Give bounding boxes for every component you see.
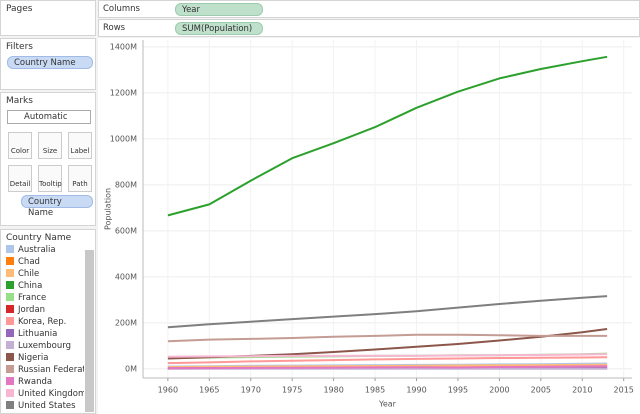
legend-label: Chad xyxy=(18,257,40,267)
mark-type-dropdown[interactable]: Automatic xyxy=(7,110,91,124)
legend-item[interactable]: United States xyxy=(6,401,84,412)
legend-item[interactable]: Lithuania xyxy=(6,329,84,340)
x-tick-label: 1975 xyxy=(282,386,302,395)
legend-swatch xyxy=(6,389,14,397)
legend-item[interactable]: Luxembourg xyxy=(6,341,84,352)
y-tick-label: 400M xyxy=(115,272,137,281)
legend-swatch xyxy=(6,377,14,385)
legend-label: Jordan xyxy=(18,305,46,315)
legend-item[interactable]: China xyxy=(6,281,84,292)
mark-button[interactable]: Tooltip xyxy=(38,165,62,192)
columns-label: Columns xyxy=(103,4,140,14)
legend-label: Chile xyxy=(18,269,40,279)
x-tick-label: 2015 xyxy=(614,386,634,395)
x-tick-label: 2010 xyxy=(572,386,592,395)
mark-button[interactable]: Color xyxy=(8,132,32,159)
rows-label: Rows xyxy=(103,23,126,33)
legend-swatch xyxy=(6,353,14,361)
legend-label: United States xyxy=(18,401,76,411)
series-line xyxy=(167,356,608,365)
legend-swatch xyxy=(6,401,14,409)
mark-button[interactable]: Path xyxy=(68,165,92,192)
y-tick-label: 1200M xyxy=(110,88,137,97)
marks-title: Marks xyxy=(6,96,33,106)
series-line xyxy=(167,353,608,358)
legend-swatch xyxy=(6,365,14,373)
legend-title: Country Name xyxy=(6,233,72,243)
legend-swatch xyxy=(6,281,14,289)
legend-label: Australia xyxy=(18,245,56,255)
y-tick-label: 600M xyxy=(115,226,137,235)
x-tick-label: 1995 xyxy=(448,386,468,395)
columns-pill[interactable]: Year xyxy=(175,3,263,16)
legend-swatch xyxy=(6,245,14,253)
rows-pill[interactable]: SUM(Population) xyxy=(175,22,263,35)
legend-item[interactable]: France xyxy=(6,293,84,304)
legend-label: Nigeria xyxy=(18,353,49,363)
series-line xyxy=(167,55,608,217)
filters-title: Filters xyxy=(6,42,33,52)
x-tick-label: 1980 xyxy=(323,386,343,395)
x-tick-label: 1965 xyxy=(199,386,219,395)
color-pill[interactable]: Country Name xyxy=(21,195,93,218)
legend-item[interactable]: Korea, Rep. xyxy=(6,317,84,328)
legend-item[interactable]: Chad xyxy=(6,257,84,268)
legend-swatch xyxy=(6,341,14,349)
mark-button[interactable]: Size xyxy=(38,132,62,159)
y-tick-label: 800M xyxy=(115,180,137,189)
legend-card: Country Name Australia Chad Chile China Fran… xyxy=(0,229,96,414)
legend-label: Russian Federati.. xyxy=(18,365,84,375)
filter-pill[interactable]: Country Name xyxy=(7,56,93,69)
legend-item[interactable]: Nigeria xyxy=(6,353,84,364)
legend-swatch xyxy=(6,293,14,301)
series-line xyxy=(167,333,608,343)
mark-button[interactable]: Detail xyxy=(8,165,32,192)
legend-label: France xyxy=(18,293,47,303)
legend-item[interactable]: Jordan xyxy=(6,305,84,316)
legend-label: United Kingdom xyxy=(18,389,84,399)
legend-item[interactable]: Russian Federati.. xyxy=(6,365,84,376)
pages-card: Pages xyxy=(0,0,96,36)
series-line xyxy=(167,363,608,369)
series-line xyxy=(167,295,608,329)
y-tick-label: 0M xyxy=(125,364,137,373)
mark-button[interactable]: Label xyxy=(68,132,92,159)
y-tick-label: 200M xyxy=(115,318,137,327)
marks-card: Marks Automatic Color Size Label Detail … xyxy=(0,92,96,226)
legend-item[interactable]: Rwanda xyxy=(6,377,84,388)
series-line xyxy=(167,365,608,370)
legend-swatch xyxy=(6,317,14,325)
legend-swatch xyxy=(6,305,14,313)
chart: 0M 200M 400M 600M 800M 1000M 1200M 1400M 1960 196… xyxy=(98,38,640,414)
legend-label: China xyxy=(18,281,43,291)
filters-card: Filters Country Name xyxy=(0,38,96,90)
y-tick-label: 1400M xyxy=(110,42,137,51)
x-tick-label: 1960 xyxy=(158,386,178,395)
y-axis-title: Population xyxy=(104,188,113,230)
legend-label: Korea, Rep. xyxy=(18,317,67,327)
legend-label: Luxembourg xyxy=(18,341,71,351)
legend-item[interactable]: Australia xyxy=(6,245,84,256)
x-axis-title: Year xyxy=(378,400,397,409)
legend-swatch xyxy=(6,257,14,265)
legend-swatch xyxy=(6,329,14,337)
scrollbar[interactable] xyxy=(85,250,94,412)
legend-label: Rwanda xyxy=(18,377,53,387)
x-tick-label: 2000 xyxy=(489,386,509,395)
legend-item[interactable]: United Kingdom xyxy=(6,389,84,400)
x-tick-label: 1990 xyxy=(406,386,426,395)
columns-shelf: Columns Year xyxy=(98,0,640,18)
rows-shelf: Rows SUM(Population) xyxy=(98,19,640,37)
pages-title: Pages xyxy=(6,4,33,14)
legend-item[interactable]: Chile xyxy=(6,269,84,280)
legend-swatch xyxy=(6,269,14,277)
x-tick-label: 1985 xyxy=(365,386,385,395)
x-tick-label: 2005 xyxy=(531,386,551,395)
x-tick-label: 1970 xyxy=(241,386,261,395)
y-tick-label: 1000M xyxy=(110,134,137,143)
legend-label: Lithuania xyxy=(18,329,58,339)
